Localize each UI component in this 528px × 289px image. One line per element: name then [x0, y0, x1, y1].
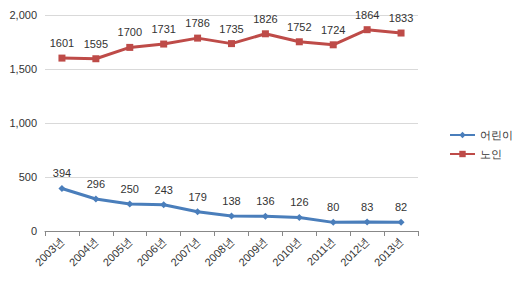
- svg-text:1864: 1864: [355, 9, 379, 21]
- svg-text:1595: 1595: [84, 38, 108, 50]
- svg-text:2011년: 2011년: [305, 235, 338, 268]
- svg-text:2013년: 2013년: [372, 235, 406, 269]
- svg-text:2003년: 2003년: [33, 235, 67, 269]
- svg-text:83: 83: [361, 201, 373, 213]
- svg-text:138: 138: [222, 195, 240, 207]
- svg-text:1724: 1724: [321, 24, 345, 36]
- svg-text:500: 500: [19, 171, 37, 183]
- svg-text:1,000: 1,000: [9, 117, 37, 129]
- svg-text:1833: 1833: [389, 12, 413, 24]
- svg-text:1826: 1826: [253, 13, 277, 25]
- svg-text:1601: 1601: [50, 37, 74, 49]
- svg-text:1752: 1752: [287, 21, 311, 33]
- svg-text:82: 82: [395, 201, 407, 213]
- svg-text:1700: 1700: [118, 26, 142, 38]
- svg-text:1735: 1735: [219, 23, 243, 35]
- svg-text:어린이: 어린이: [480, 129, 513, 141]
- svg-text:2004년: 2004년: [67, 235, 101, 269]
- svg-text:296: 296: [87, 178, 105, 190]
- svg-text:노인: 노인: [480, 148, 502, 160]
- svg-text:250: 250: [121, 183, 139, 195]
- svg-text:2006년: 2006년: [134, 235, 168, 269]
- svg-text:1,500: 1,500: [9, 63, 37, 75]
- svg-text:136: 136: [256, 195, 274, 207]
- svg-text:243: 243: [155, 184, 173, 196]
- svg-text:1786: 1786: [185, 17, 209, 29]
- svg-text:2008년: 2008년: [202, 235, 236, 269]
- svg-text:1731: 1731: [151, 23, 175, 35]
- svg-text:2007년: 2007년: [168, 235, 202, 269]
- svg-text:2,000: 2,000: [9, 9, 37, 21]
- svg-text:126: 126: [290, 196, 308, 208]
- svg-text:2012년: 2012년: [338, 235, 372, 269]
- svg-text:394: 394: [53, 167, 71, 179]
- svg-text:2009년: 2009년: [236, 235, 270, 269]
- svg-text:2010년: 2010년: [270, 235, 304, 269]
- svg-text:179: 179: [188, 191, 206, 203]
- svg-text:2005년: 2005년: [100, 235, 134, 269]
- svg-text:80: 80: [327, 201, 339, 213]
- svg-text:0: 0: [31, 225, 37, 237]
